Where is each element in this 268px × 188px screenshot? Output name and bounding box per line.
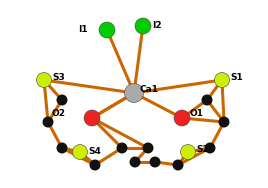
Text: S3: S3 — [52, 74, 65, 83]
Circle shape — [143, 143, 154, 153]
Circle shape — [117, 143, 128, 153]
Circle shape — [90, 159, 100, 171]
Circle shape — [73, 145, 87, 159]
Circle shape — [214, 73, 229, 87]
Circle shape — [125, 83, 143, 102]
Text: S2: S2 — [196, 146, 209, 155]
Circle shape — [218, 117, 229, 127]
Circle shape — [181, 145, 195, 159]
Circle shape — [150, 156, 161, 168]
Text: O1: O1 — [190, 108, 204, 118]
Circle shape — [36, 73, 51, 87]
Circle shape — [173, 159, 184, 171]
Circle shape — [57, 143, 68, 153]
Circle shape — [57, 95, 68, 105]
Circle shape — [202, 95, 213, 105]
Circle shape — [135, 18, 151, 34]
Text: I2: I2 — [152, 21, 162, 30]
Text: S1: S1 — [230, 74, 243, 83]
Circle shape — [174, 110, 190, 126]
Circle shape — [43, 117, 54, 127]
Text: Ca1: Ca1 — [140, 86, 159, 95]
Circle shape — [129, 156, 140, 168]
Circle shape — [99, 22, 115, 38]
Text: I1: I1 — [78, 26, 88, 35]
Text: S4: S4 — [88, 148, 101, 156]
Circle shape — [204, 143, 215, 153]
Text: O2: O2 — [51, 108, 65, 118]
Circle shape — [84, 110, 100, 126]
